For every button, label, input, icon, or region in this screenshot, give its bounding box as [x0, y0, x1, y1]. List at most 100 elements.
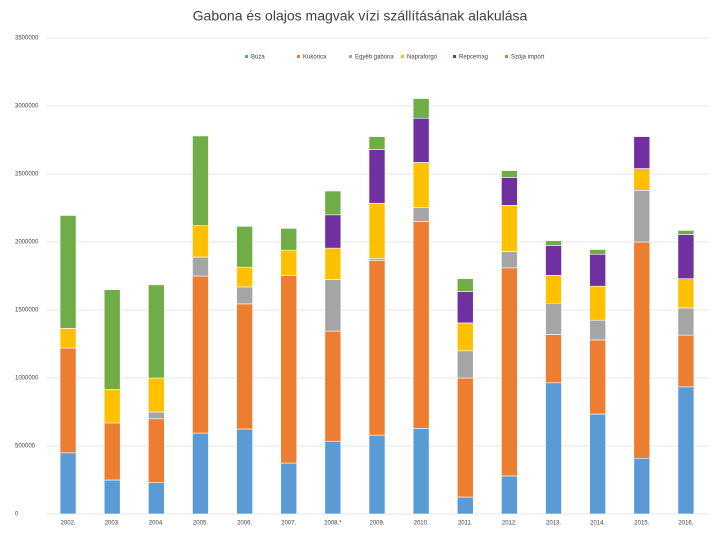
bar-segment [501, 204, 518, 252]
bar-segment [148, 411, 165, 420]
x-tick-label: 2009. [369, 521, 384, 527]
bar-segment [412, 98, 430, 119]
bar-segment [589, 339, 606, 415]
x-tick-label: 2005. [193, 521, 208, 527]
bar-segment [412, 221, 430, 429]
bar-segment [324, 214, 342, 249]
bar-segment [324, 330, 342, 442]
bar-segment [59, 452, 77, 515]
y-tick-label: 2000000 [15, 240, 39, 246]
bar-segment [501, 267, 518, 477]
bar-segment [236, 286, 253, 305]
bar-segment [280, 249, 298, 276]
bar-segment [677, 386, 695, 515]
bar-segment [633, 168, 651, 191]
bar-segment [456, 496, 474, 515]
y-tick-label: 0 [15, 512, 19, 518]
x-tick-label: 2011. [458, 521, 473, 527]
bar-segment [501, 475, 518, 515]
bar-segment [456, 291, 474, 324]
bar-segment [501, 251, 518, 269]
bar-segment [324, 279, 342, 332]
bar-segment [59, 215, 77, 329]
bar-segment [456, 350, 474, 379]
legend-label: Napraforgó [407, 55, 438, 61]
bar-segment [368, 136, 386, 150]
y-tick-label: 2500000 [15, 172, 39, 178]
bar-segment [368, 258, 386, 261]
chart-title: Gabona és olajos magvak vízi szállításán… [193, 8, 528, 24]
bar-segment [324, 440, 342, 515]
x-tick-label: 2015. [634, 521, 649, 527]
bar-segment [633, 136, 651, 169]
bar-segment [677, 234, 695, 280]
legend-swatch [349, 55, 352, 58]
bar-segment [236, 226, 253, 268]
x-tick-label: 2013. [546, 521, 561, 527]
bar-segment [456, 377, 474, 498]
bar-segment [148, 284, 165, 379]
bar-segment [59, 328, 77, 349]
bar-segment [59, 347, 77, 454]
bar-segment [103, 289, 121, 390]
legend-label: Búza [251, 55, 265, 61]
bar-segment [545, 240, 562, 246]
bar-segment [236, 428, 253, 515]
y-tick-label: 1000000 [15, 376, 39, 382]
x-tick-label: 2002. [61, 521, 76, 527]
y-tick-label: 1500000 [15, 308, 39, 314]
bar-segment [501, 170, 518, 178]
x-tick-label: 2016. [678, 521, 693, 527]
bar-segment [633, 457, 651, 515]
bar-segment [280, 275, 298, 464]
bar-segment [192, 225, 209, 258]
x-tick-label: 2007. [281, 521, 296, 527]
x-tick-label: 2010. [414, 521, 429, 527]
bar-segment [412, 117, 430, 163]
bar-segment [192, 135, 209, 226]
bar-segment [236, 303, 253, 430]
y-tick-label: 500000 [15, 444, 36, 450]
x-tick-label: 2006. [237, 521, 252, 527]
bar-segment [545, 275, 562, 304]
bar-segment [236, 266, 253, 288]
bar-segment [368, 202, 386, 259]
bar-segment [148, 418, 165, 484]
legend-swatch [297, 55, 300, 58]
bar-segment [280, 462, 298, 515]
x-tick-label: 2014. [590, 521, 605, 527]
legend-swatch [401, 55, 404, 58]
bar-segment [589, 285, 606, 321]
bar-segment [633, 190, 651, 243]
x-tick-label: 2008.* [324, 521, 342, 527]
bar-segment [545, 245, 562, 276]
bar-segment [633, 241, 651, 459]
bar-segment [412, 428, 430, 515]
bar-segment [192, 256, 209, 277]
bar-segment [589, 249, 606, 255]
bar-segment [192, 275, 209, 434]
bar-segment [677, 278, 695, 309]
bar-segment [324, 190, 342, 216]
bar-segment [456, 322, 474, 352]
y-tick-label: 3500000 [15, 36, 39, 42]
x-tick-label: 2003. [105, 521, 120, 527]
bar-segment [545, 334, 562, 384]
bar-segment [677, 307, 695, 336]
bar-segment [501, 177, 518, 206]
bar-segment [324, 247, 342, 280]
x-tick-label: 2012. [502, 521, 517, 527]
bar-segment [677, 334, 695, 388]
legend-swatch [245, 55, 248, 58]
bar-segment [368, 260, 386, 436]
bar-segment [412, 207, 430, 222]
bar-segment [677, 230, 695, 235]
bar-segment [148, 377, 165, 413]
legend-label: Szója import [511, 55, 545, 61]
legend-label: Egyéb gabona [355, 55, 394, 61]
bar-segment [148, 482, 165, 515]
bar-segment [280, 228, 298, 251]
bar-segment [545, 302, 562, 335]
bar-segment [103, 389, 121, 424]
